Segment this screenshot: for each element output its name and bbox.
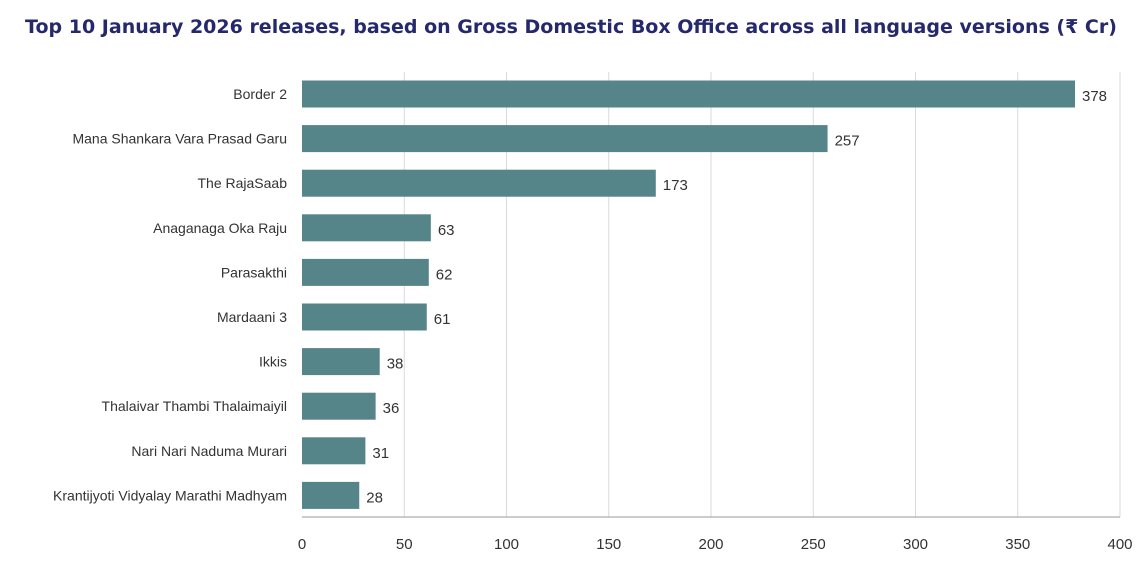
x-tick-label: 50 [396,536,413,553]
value-label: 173 [663,177,688,194]
category-label: Anaganaga Oka Raju [153,220,287,236]
value-labels: 378 257 173 63 62 61 38 36 31 28 [366,88,1107,506]
bar [302,214,431,242]
gridlines [403,72,1121,517]
bar [302,125,828,153]
category-label: Border 2 [233,86,287,102]
category-label: Nari Nari Naduma Murari [131,443,287,459]
value-label: 61 [434,311,451,328]
value-label: 62 [436,266,453,283]
bar [302,258,429,286]
bar [302,348,380,376]
bar [302,437,366,465]
value-label: 28 [366,489,383,506]
value-label: 63 [438,222,455,239]
value-label: 36 [383,400,400,417]
x-tick-label: 300 [903,536,928,553]
value-label: 257 [835,133,860,150]
category-label: Thalaivar Thambi Thalaimaiyil [102,398,287,414]
x-axis-ticks: 0 50 100 150 200 250 300 350 400 [298,536,1133,553]
value-label: 38 [387,356,404,373]
value-label: 378 [1082,88,1107,105]
x-tick-label: 200 [698,536,723,553]
bar [302,392,376,420]
value-label: 31 [372,445,389,462]
category-label: Krantijyoti Vidyalay Marathi Madhyam [53,487,287,503]
category-label: The RajaSaab [197,175,287,191]
chart-title: Top 10 January 2026 releases, based on G… [25,16,1117,38]
x-tick-label: 350 [1005,536,1030,553]
bar [302,80,1076,108]
category-label: Mardaani 3 [217,309,287,325]
x-tick-label: 250 [801,536,826,553]
x-tick-label: 100 [494,536,519,553]
category-label: Parasakthi [221,264,287,280]
x-tick-label: 0 [298,536,306,553]
x-tick-label: 150 [596,536,621,553]
bar [302,481,360,509]
category-label: Mana Shankara Vara Prasad Garu [72,131,287,147]
category-labels: Border 2 Mana Shankara Vara Prasad Garu Th… [53,86,287,503]
bar [302,303,427,331]
bar [302,169,656,197]
bars [302,80,1076,509]
x-tick-label: 400 [1107,536,1132,553]
category-label: Ikkis [259,354,287,370]
